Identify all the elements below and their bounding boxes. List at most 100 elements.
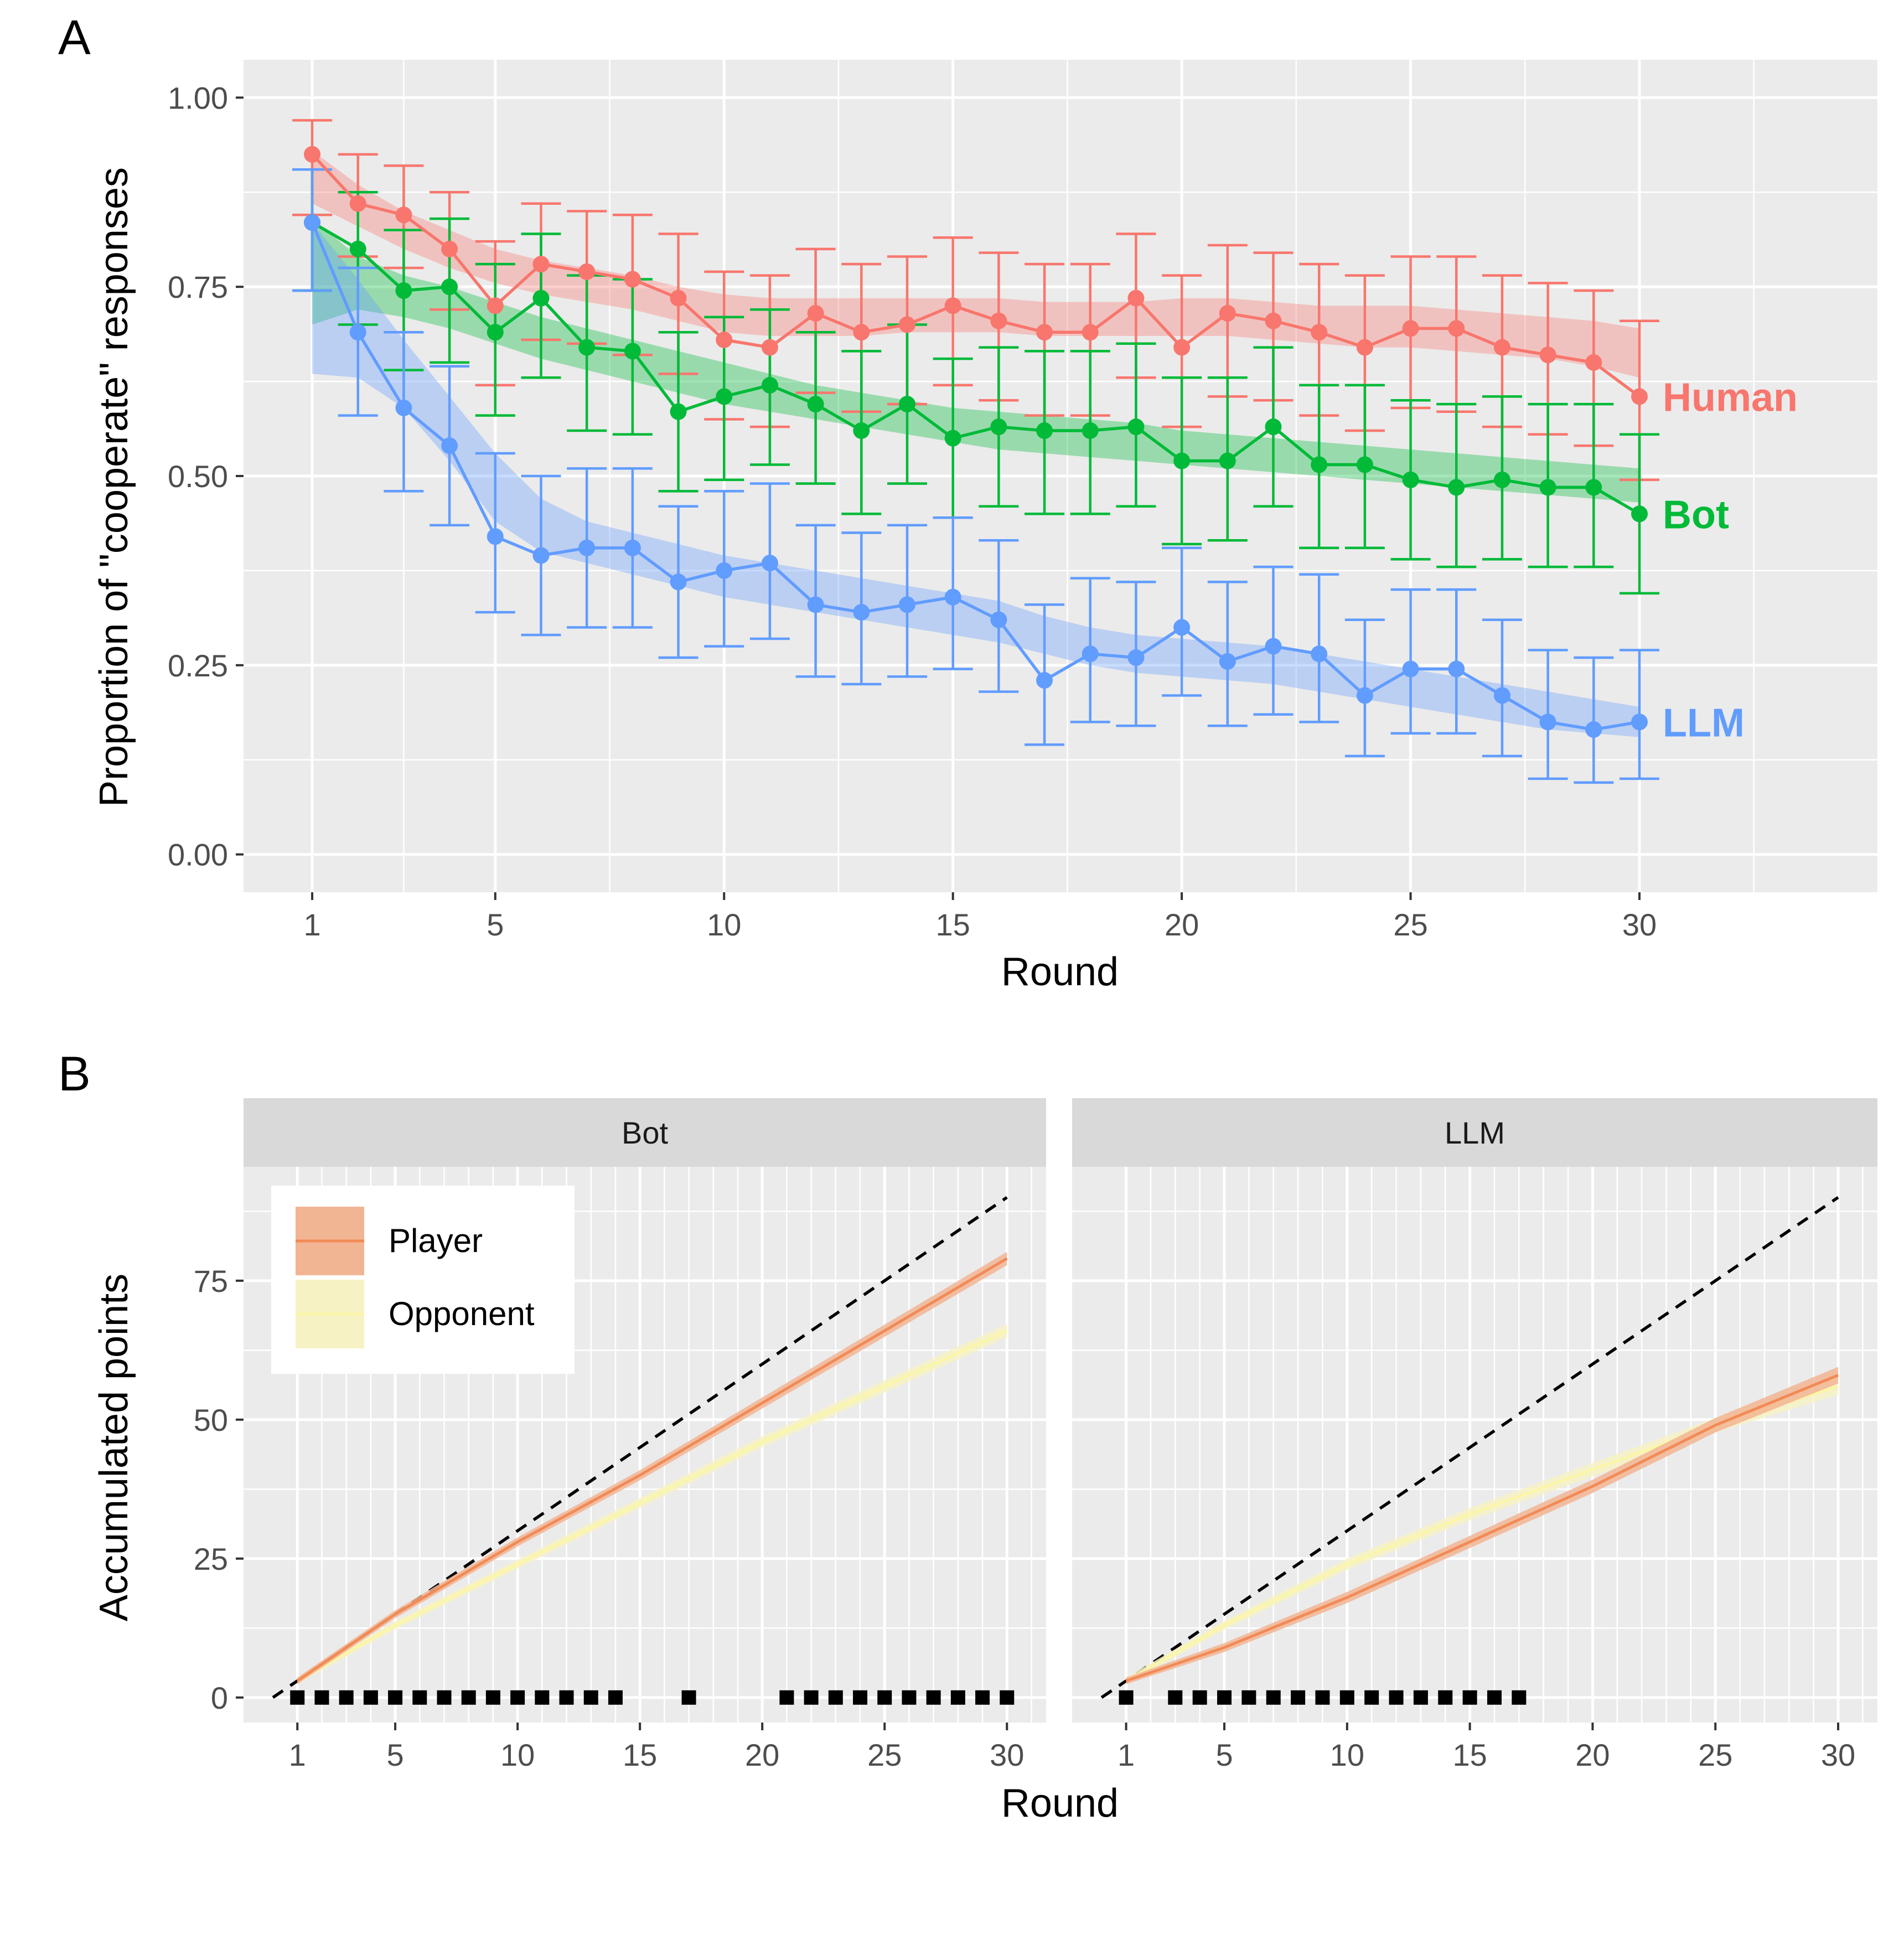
panel-b-band-opponent-bot bbox=[297, 1324, 1007, 1684]
panel-a-point-human bbox=[670, 289, 687, 307]
panel-b-strip-label-llm: LLM bbox=[1445, 1115, 1505, 1150]
panel-a-point-bot bbox=[1311, 456, 1328, 473]
panel-b-round-marker-bot bbox=[485, 1690, 500, 1705]
panel-letter-b: B bbox=[58, 1046, 91, 1101]
panel-b-round-marker-bot bbox=[975, 1690, 990, 1705]
panel-a-point-llm bbox=[349, 324, 366, 341]
panel-a-point-bot bbox=[990, 418, 1007, 436]
panel-b-x-tick-label: 15 bbox=[1452, 1737, 1487, 1772]
panel-b-x-tick-label: 10 bbox=[1330, 1737, 1364, 1772]
panel-a-series-label-bot: Bot bbox=[1663, 493, 1729, 537]
panel-a-point-human bbox=[624, 271, 641, 288]
panel-b-strip-llm bbox=[1072, 1098, 1877, 1167]
panel-a-point-llm bbox=[1539, 713, 1556, 731]
panel-a-point-human bbox=[990, 312, 1007, 329]
panel-a-point-llm bbox=[898, 596, 915, 613]
panel-b-strip-label-bot: Bot bbox=[622, 1115, 668, 1150]
panel-a-point-bot bbox=[716, 388, 733, 405]
panel-b-round-marker-bot bbox=[853, 1690, 868, 1705]
panel-b-round-marker-llm bbox=[1438, 1690, 1453, 1705]
panel-a-point-human bbox=[1127, 289, 1145, 307]
panel-a-point-human bbox=[441, 240, 458, 257]
panel-b-round-marker-llm bbox=[1389, 1690, 1404, 1705]
panel-b-reference-line-llm bbox=[1100, 1196, 1839, 1699]
panel-a-point-bot bbox=[487, 324, 504, 341]
panel-b-legend-label-player: Player bbox=[389, 1222, 483, 1259]
panel-b-round-marker-llm bbox=[1168, 1690, 1183, 1705]
panel-a-point-llm bbox=[624, 539, 641, 556]
panel-b-y-tick-label: 0 bbox=[211, 1680, 228, 1715]
panel-b-line-opponent-bot bbox=[297, 1329, 1008, 1682]
panel-b-round-marker-bot bbox=[779, 1690, 794, 1705]
panel-a-point-bot bbox=[944, 430, 961, 447]
panel-a-y-tick-label: 0.75 bbox=[168, 270, 228, 304]
panel-b-round-marker-llm bbox=[1119, 1690, 1134, 1705]
panel-a-series-label-human: Human bbox=[1663, 375, 1798, 420]
panel-a-point-llm bbox=[304, 214, 321, 231]
panel-a-point-llm bbox=[990, 611, 1007, 628]
panel-a-x-tick-label: 15 bbox=[936, 907, 970, 942]
panel-a-point-human bbox=[1585, 354, 1602, 371]
panel-a-x-tick-label: 20 bbox=[1165, 907, 1199, 942]
panel-a-point-llm bbox=[1356, 687, 1373, 704]
panel-b-round-marker-bot bbox=[437, 1690, 452, 1705]
panel-b-round-marker-bot bbox=[412, 1690, 427, 1705]
panel-a-point-human bbox=[1265, 312, 1282, 329]
panel-b-x-tick-label: 20 bbox=[1575, 1737, 1610, 1772]
panel-a-point-bot bbox=[1219, 452, 1236, 469]
panel-a-point-bot bbox=[441, 278, 458, 296]
panel-a-point-human bbox=[304, 146, 321, 163]
panel-b-round-marker-bot bbox=[828, 1690, 843, 1705]
panel-b-round-marker-bot bbox=[363, 1690, 378, 1705]
panel-a-point-bot bbox=[1539, 479, 1556, 496]
panel-a-point-human bbox=[1173, 339, 1191, 356]
panel-b-round-marker-bot bbox=[461, 1690, 476, 1705]
panel-a-point-bot bbox=[1402, 471, 1419, 488]
panel-b-line-player-bot bbox=[296, 1257, 1008, 1682]
panel-b-round-marker-llm bbox=[1266, 1690, 1281, 1705]
panel-a-point-human bbox=[1448, 320, 1465, 337]
panel-a-point-human bbox=[395, 206, 412, 224]
panel-a-band-llm bbox=[312, 222, 1640, 737]
panel-b-y-tick-label: 50 bbox=[194, 1403, 228, 1437]
panel-b-x-tick-label: 15 bbox=[623, 1737, 657, 1772]
panel-b-round-marker-bot bbox=[804, 1690, 819, 1705]
panel-b-round-marker-bot bbox=[510, 1690, 525, 1705]
panel-a-point-bot bbox=[1493, 471, 1510, 488]
panel-a-point-bot bbox=[1356, 456, 1373, 473]
panel-a-point-llm bbox=[487, 528, 504, 545]
panel-b-round-marker-bot bbox=[388, 1690, 403, 1705]
panel-a-point-bot bbox=[624, 343, 641, 360]
panel-a-point-llm bbox=[1585, 721, 1602, 738]
panel-a-point-bot bbox=[1265, 418, 1282, 436]
panel-a-x-tick-label: 30 bbox=[1622, 907, 1657, 942]
panel-a-point-human bbox=[349, 195, 366, 212]
panel-b-x-tick-label: 30 bbox=[1821, 1737, 1855, 1772]
panel-a-point-bot bbox=[1082, 422, 1099, 439]
panel-a-point-bot bbox=[1585, 479, 1602, 496]
panel-a-point-llm bbox=[1448, 660, 1465, 677]
panel-a-point-llm bbox=[1082, 645, 1099, 663]
panel-b-x-axis-title: Round bbox=[1001, 1781, 1119, 1825]
panel-a-point-human bbox=[1631, 388, 1648, 405]
panel-b-round-marker-bot bbox=[583, 1690, 598, 1705]
panel-b-round-marker-llm bbox=[1192, 1690, 1207, 1705]
panel-a-point-human bbox=[716, 331, 733, 348]
panel-a-point-llm bbox=[1127, 649, 1145, 666]
panel-a-y-axis-title: Proportion of "cooperate" responses bbox=[92, 167, 136, 807]
panel-a-point-bot bbox=[761, 376, 778, 394]
panel-a-point-llm bbox=[853, 604, 870, 621]
panel-b-round-marker-bot bbox=[950, 1690, 965, 1705]
panel-a-point-human bbox=[898, 316, 915, 333]
panel-b-x-tick-label: 25 bbox=[1698, 1737, 1732, 1772]
panel-a-point-bot bbox=[670, 403, 687, 420]
panel-b-legend-label-opponent: Opponent bbox=[389, 1295, 535, 1332]
panel-b-round-marker-llm bbox=[1364, 1690, 1379, 1705]
panel-b-x-tick-label: 1 bbox=[1117, 1737, 1135, 1772]
panel-a-band-human bbox=[312, 151, 1640, 378]
panel-b-round-marker-llm bbox=[1487, 1690, 1502, 1705]
panel-b-x-tick-label: 25 bbox=[867, 1737, 902, 1772]
panel-b-round-marker-llm bbox=[1462, 1690, 1477, 1705]
